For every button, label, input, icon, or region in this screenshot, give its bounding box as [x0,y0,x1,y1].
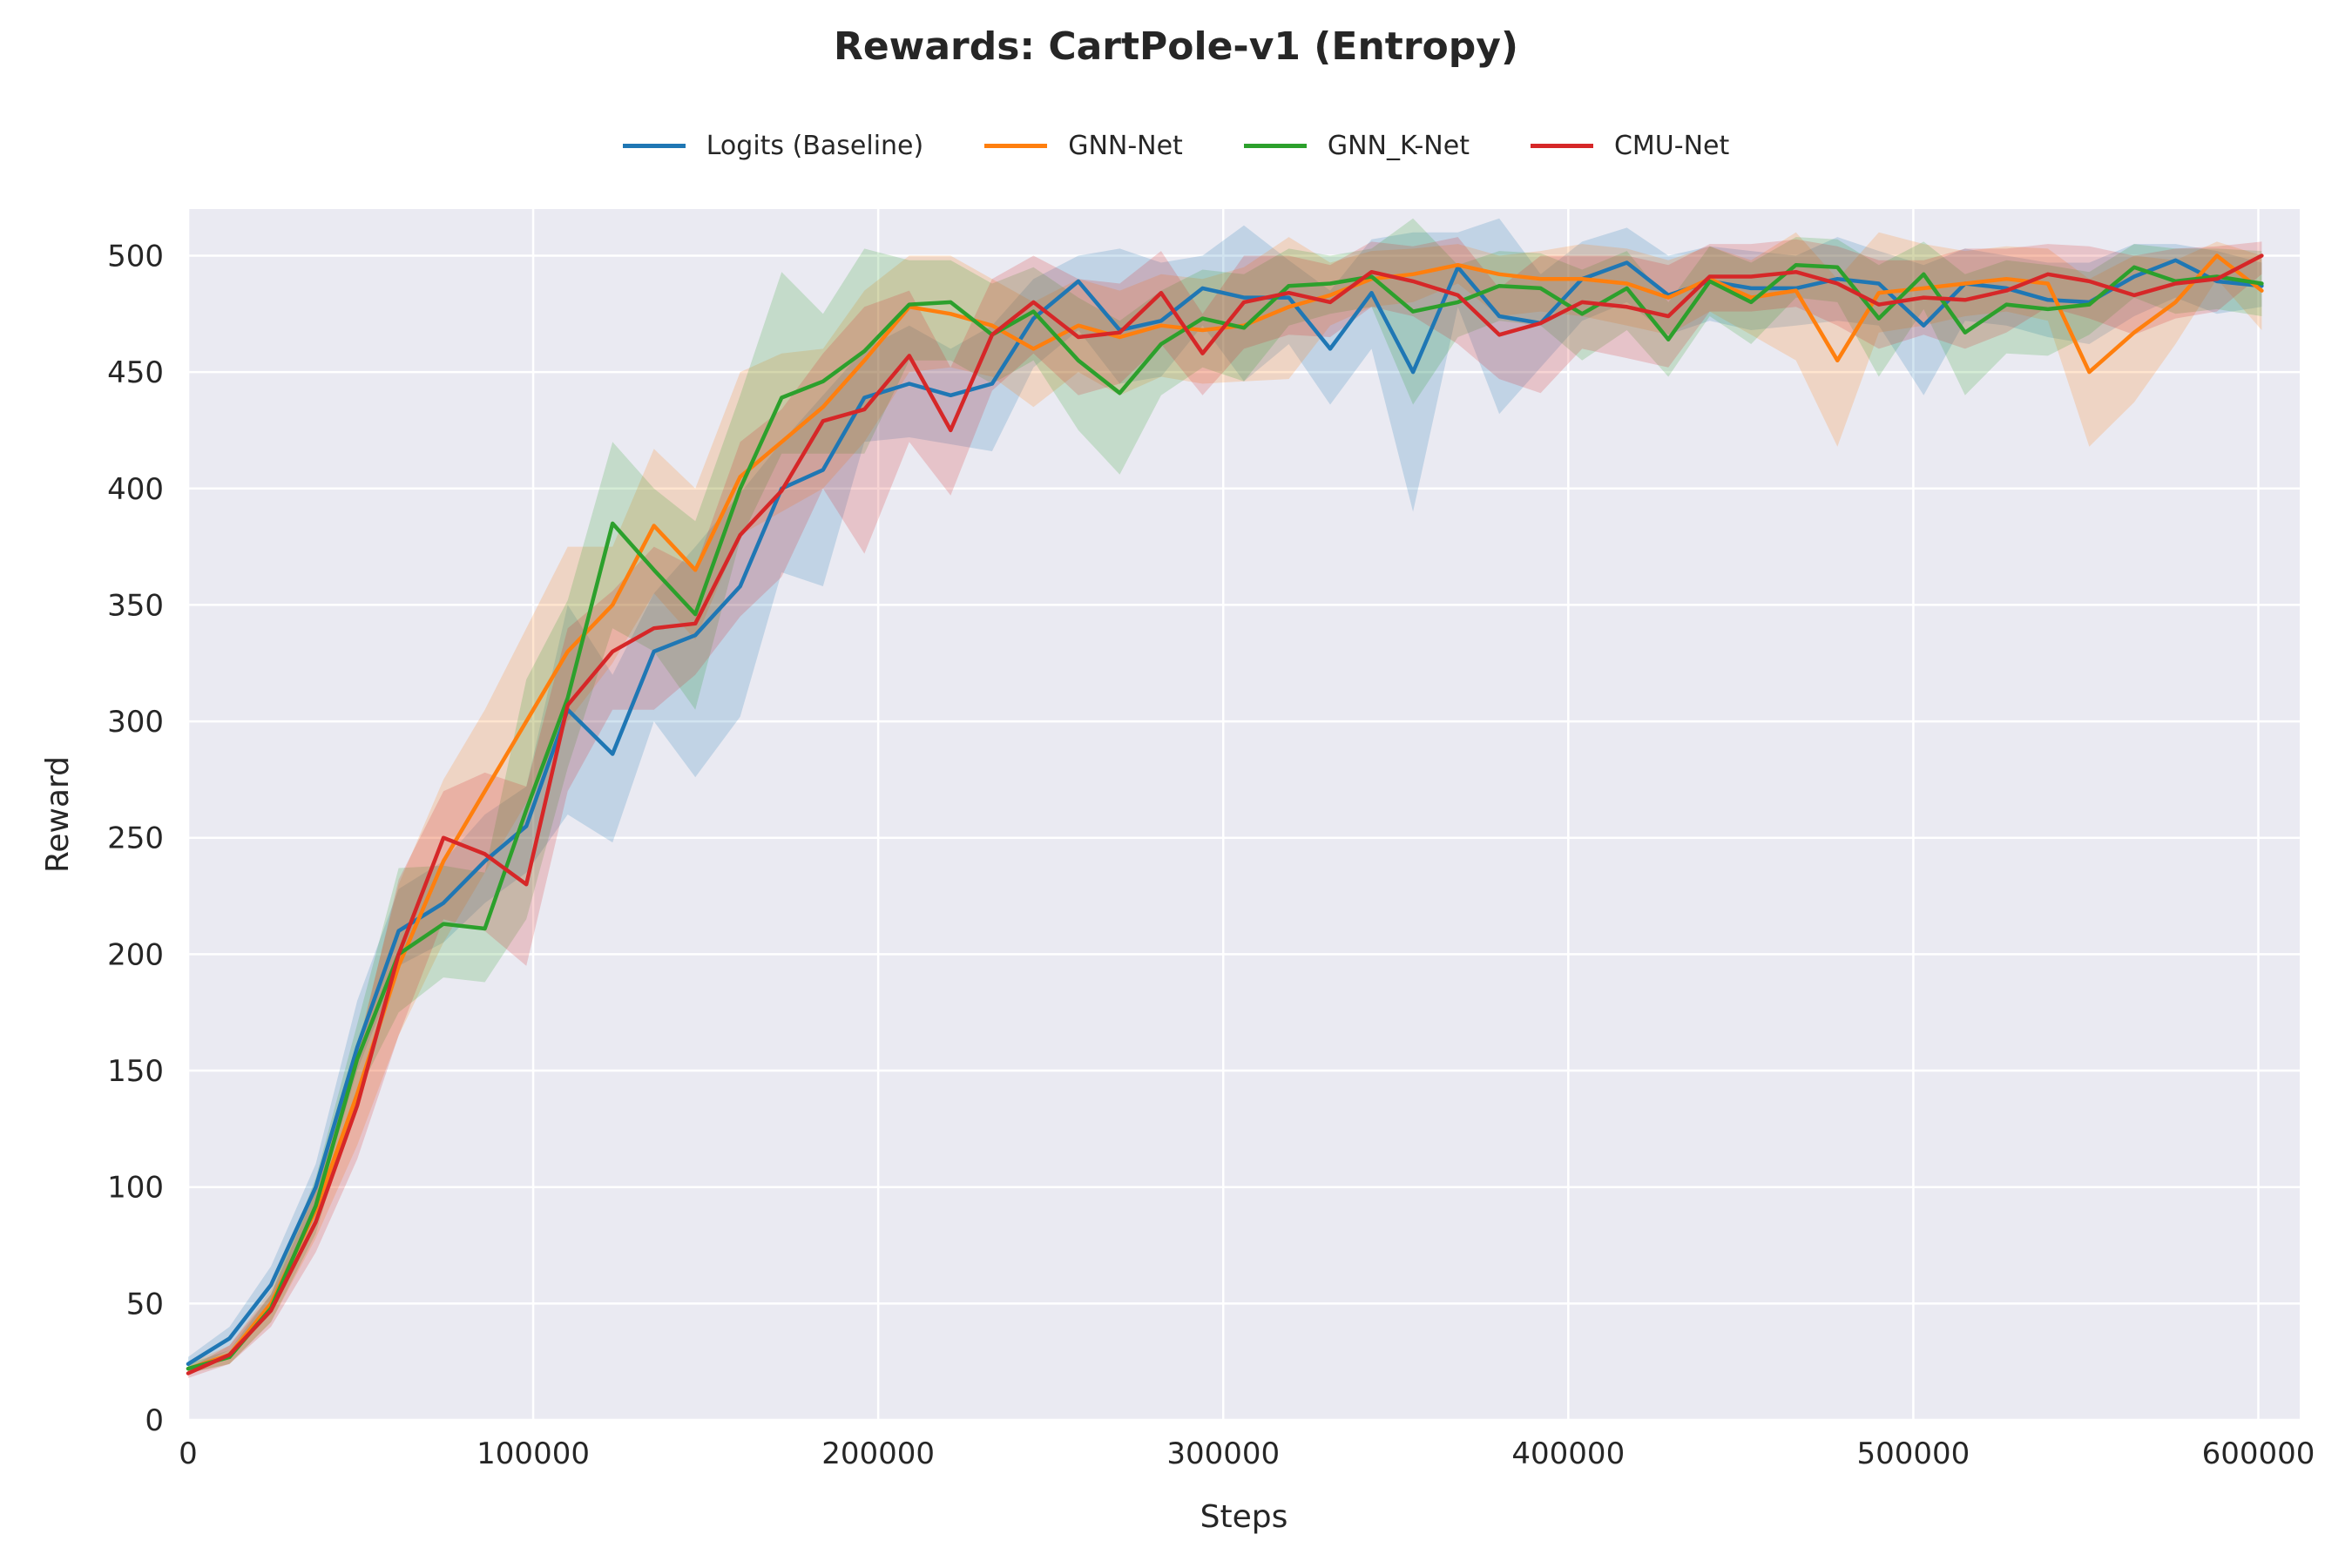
legend-swatch [1243,144,1307,148]
band-logits-baseline [188,218,2262,1371]
line-logits-baseline [186,258,2264,1367]
legend-swatch [622,144,686,148]
y-tick-label: 250 [107,821,164,856]
tick-labels: 0 100000 200000 300000 400000 500000 600000 0 50… [107,239,2315,1471]
band-gnn-k-net [188,218,2262,1374]
confidence-bands [188,218,2262,1378]
legend-swatch [1530,144,1593,148]
x-tick-label: 500000 [1856,1436,1970,1471]
legend-entry-cmu-net: CMU-Net [1530,131,1730,161]
legend-swatch [984,144,1048,148]
legend-entry-gnn-k-net: GNN_K-Net [1243,131,1470,161]
series-lines [186,253,2264,1375]
x-tick-label: 0 [179,1436,198,1471]
legend-label: GNN-Net [1068,131,1183,161]
legend-label: CMU-Net [1613,131,1730,161]
y-tick-label: 350 [107,588,164,623]
legend-entry-logits-baseline: Logits (Baseline) [622,131,924,161]
y-tick-label: 100 [107,1171,164,1206]
x-tick-label: 300000 [1166,1436,1280,1471]
x-tick-label: 200000 [821,1436,935,1471]
legend: Logits (Baseline) GNN-Net GNN_K-Net CMU-Net [0,131,2352,161]
y-tick-label: 400 [107,472,164,507]
y-tick-label: 300 [107,705,164,740]
y-tick-label: 450 [107,355,164,390]
line-cmu-net [186,253,2264,1375]
plot-background [188,209,2300,1420]
band-gnn-net [188,232,2262,1374]
x-axis-label: Steps [1200,1499,1288,1535]
y-tick-label: 150 [107,1054,164,1089]
y-tick-label: 50 [126,1287,164,1321]
y-tick-label: 500 [107,239,164,274]
x-tick-label: 400000 [1511,1436,1625,1471]
y-tick-label: 0 [145,1403,164,1438]
y-axis-label: Reward [40,756,76,873]
grid-lines [186,209,2300,1422]
x-tick-label: 100000 [476,1436,590,1471]
legend-label: GNN_K-Net [1327,131,1470,161]
chart-title: Rewards: CartPole-v1 (Entropy) [833,24,1519,69]
x-tick-label: 600000 [2202,1436,2315,1471]
line-gnn-k-net [186,262,2264,1371]
y-tick-label: 200 [107,937,164,972]
legend-entry-gnn-net: GNN-Net [984,131,1183,161]
legend-label: Logits (Baseline) [706,131,924,161]
